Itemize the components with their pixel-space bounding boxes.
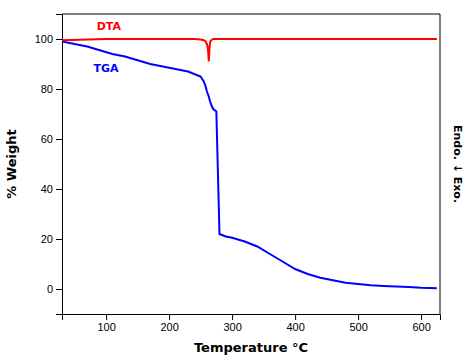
tick-mark bbox=[56, 39, 62, 40]
tick-label: 40 bbox=[41, 183, 53, 195]
tick-label: 100 bbox=[97, 321, 115, 333]
tick-label: 200 bbox=[160, 321, 178, 333]
tick: 400 bbox=[286, 314, 304, 333]
tick: 40 bbox=[41, 183, 62, 195]
series-line bbox=[62, 42, 437, 289]
tick-label: 80 bbox=[41, 83, 53, 95]
tick-label: 500 bbox=[349, 321, 367, 333]
tick: 60 bbox=[41, 133, 62, 145]
tick-mark bbox=[56, 139, 62, 140]
tick: 200 bbox=[160, 314, 178, 333]
y-axis: 0 20 40 60 80 100 bbox=[35, 15, 63, 315]
tick: 300 bbox=[223, 314, 241, 333]
tick: 600 bbox=[412, 314, 430, 333]
tick: 100 bbox=[97, 314, 115, 333]
tick-mark bbox=[295, 314, 296, 320]
tick-mark bbox=[56, 289, 62, 290]
tick-label: 0 bbox=[47, 283, 53, 295]
frame-right bbox=[440, 14, 441, 314]
axis-line bbox=[63, 315, 441, 321]
tick-label: 600 bbox=[412, 321, 430, 333]
x-axis-title: Temperature °C bbox=[194, 340, 308, 355]
annotation: TGA bbox=[94, 62, 120, 75]
tick-mark bbox=[169, 314, 170, 320]
series-line bbox=[62, 39, 437, 62]
plot: 100 200 300 400 500 600 0 20 40 60 80 100 DTA TGA bbox=[35, 14, 441, 333]
tick: 80 bbox=[41, 83, 62, 95]
tick-label: 100 bbox=[35, 33, 53, 45]
tick-mark bbox=[56, 239, 62, 240]
chart: 100 200 300 400 500 600 0 20 40 60 80 100 DTA TGA Temp… bbox=[0, 0, 474, 362]
tick-mark bbox=[106, 314, 107, 320]
tick: 500 bbox=[349, 314, 367, 333]
tick: 0 bbox=[47, 283, 62, 295]
tick-mark bbox=[56, 89, 62, 90]
axis-line bbox=[56, 15, 63, 315]
tick: 20 bbox=[41, 233, 62, 245]
tick-mark bbox=[56, 189, 62, 190]
annotation: DTA bbox=[97, 20, 122, 33]
tick-mark bbox=[421, 314, 422, 320]
y-axis-title: % Weight bbox=[4, 129, 19, 198]
tick: 100 bbox=[35, 33, 62, 45]
x-axis: 100 200 300 400 500 600 bbox=[63, 314, 441, 333]
y2-axis-title: Endo. ↓ Exo. bbox=[451, 125, 464, 203]
tick-label: 400 bbox=[286, 321, 304, 333]
tick-label: 300 bbox=[223, 321, 241, 333]
lines bbox=[62, 39, 437, 288]
tick-mark bbox=[358, 314, 359, 320]
frame-top bbox=[62, 14, 440, 15]
tick-mark bbox=[232, 314, 233, 320]
tick-label: 60 bbox=[41, 133, 53, 145]
tick-label: 20 bbox=[41, 233, 53, 245]
